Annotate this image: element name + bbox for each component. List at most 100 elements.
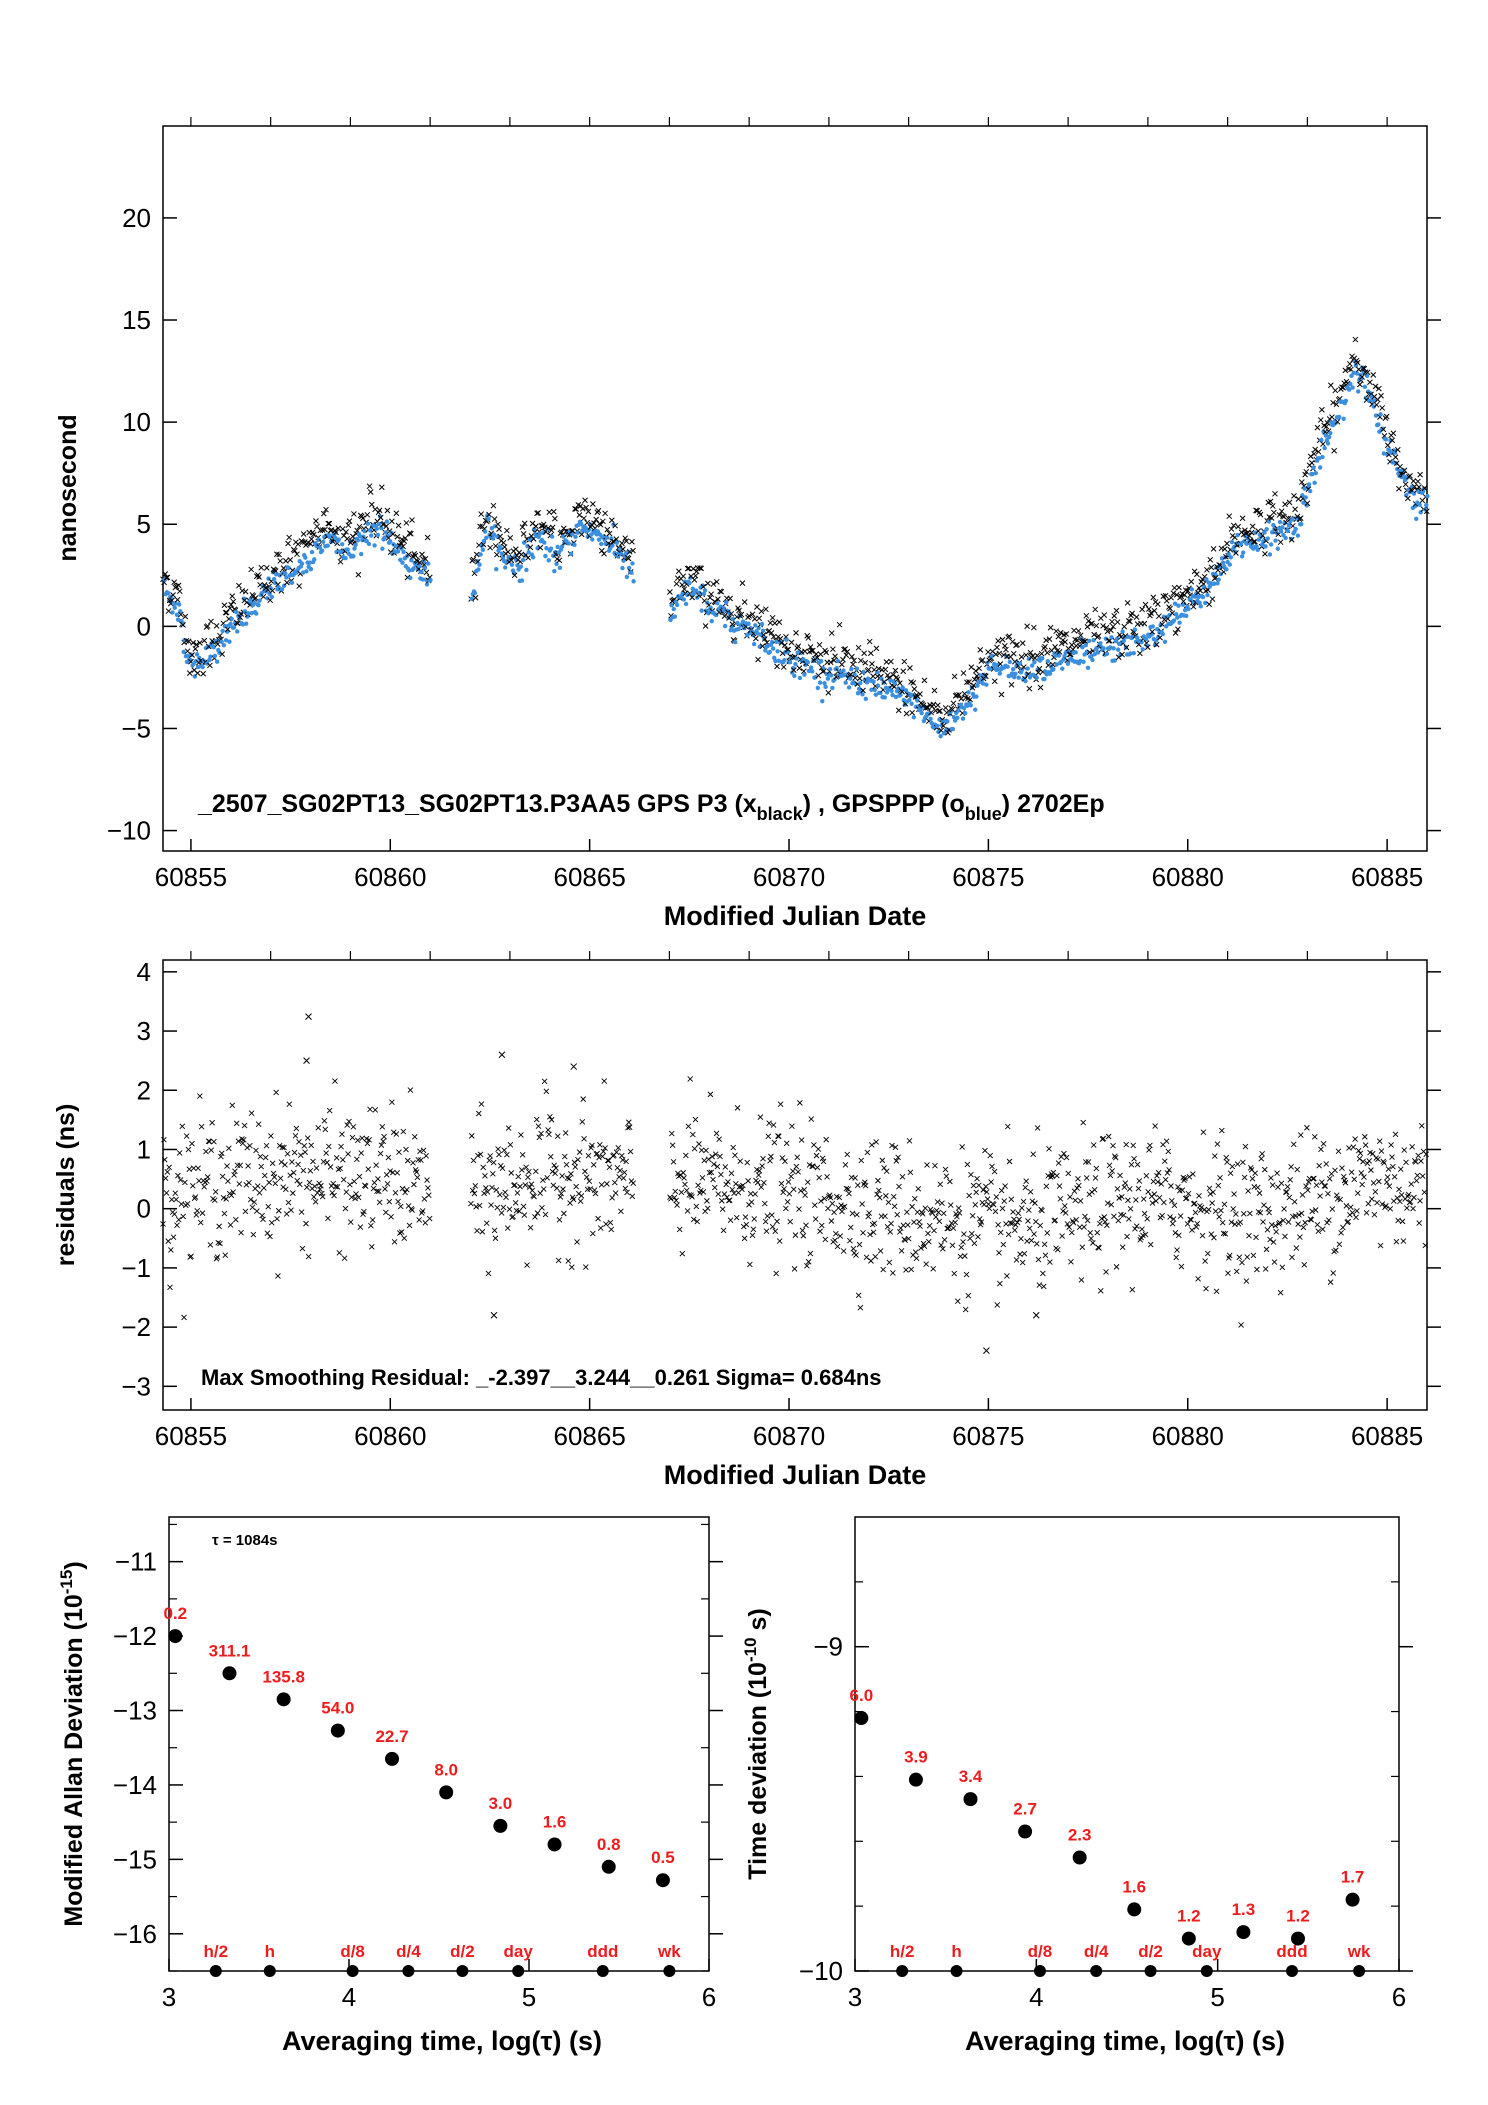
residual-point (539, 1204, 545, 1211)
residual-point (879, 1157, 886, 1164)
residual-point (1122, 1180, 1129, 1186)
tdev-point-label: 1.2 (1177, 1907, 1201, 1926)
ts-xtick-label: 60870 (753, 862, 825, 892)
gpsppp-point (919, 710, 924, 716)
gpsppp-point (408, 575, 413, 581)
time-series-xlabel: Modified Julian Date (664, 901, 927, 931)
ts-xtick-label: 60855 (155, 862, 227, 892)
gps-p3-point (525, 554, 531, 561)
gpsppp-point (1371, 404, 1377, 409)
gpsppp-point (1104, 651, 1110, 657)
gpsppp-point (214, 659, 220, 664)
residual-point (1265, 1206, 1272, 1212)
mdev-point (655, 1873, 670, 1888)
gps-p3-point (1075, 628, 1082, 634)
gps-p3-point (827, 659, 834, 666)
residual-point (1299, 1192, 1306, 1198)
gpsppp-point (1373, 413, 1379, 418)
gps-p3-point (613, 536, 620, 543)
gps-p3-point (1272, 490, 1278, 497)
residual-point (1244, 1254, 1251, 1260)
residual-point (362, 1183, 369, 1189)
gps-p3-point (1123, 644, 1130, 651)
residual-point (396, 1149, 402, 1155)
gps-p3-point (681, 586, 688, 592)
gpsppp-point (1186, 606, 1191, 612)
gpsppp-point (208, 654, 213, 659)
gps-p3-point (994, 644, 1000, 651)
gpsppp-point (1232, 544, 1237, 550)
gps-p3-point (1127, 618, 1133, 625)
residual-point (911, 1195, 918, 1202)
tdev-tau-marker-label: h (951, 1942, 961, 1961)
residual-point (890, 1193, 897, 1200)
gps-p3-point (185, 638, 192, 645)
gps-p3-point (486, 511, 492, 518)
gps-p3-point (317, 527, 324, 534)
gpsppp-point (283, 571, 288, 576)
residual-point (1293, 1245, 1300, 1251)
gpsppp-point (709, 618, 714, 624)
gpsppp-point (303, 555, 308, 560)
gps-p3-point (408, 530, 414, 537)
gpsppp-point (173, 601, 179, 606)
gps-p3-point (1303, 468, 1310, 475)
gps-p3-point (598, 547, 605, 554)
residual-point (540, 1186, 547, 1192)
residual-point (1215, 1182, 1222, 1189)
residual-point (626, 1124, 633, 1131)
residual-point (615, 1145, 622, 1151)
gps-p3-point (196, 640, 203, 646)
residual-point (1037, 1222, 1044, 1229)
gpsppp-point (358, 551, 364, 557)
residual-point (961, 1253, 968, 1259)
gps-p3-point (752, 635, 759, 642)
residual-point (519, 1151, 526, 1158)
residual-point (1023, 1178, 1030, 1184)
residual-point (282, 1186, 289, 1193)
gps-p3-point (556, 557, 563, 564)
gpsppp-point (1177, 620, 1182, 625)
gpsppp-point (817, 680, 823, 685)
gps-p3-point (545, 525, 552, 531)
residual-point (625, 1124, 631, 1131)
residual-point (685, 1123, 692, 1130)
residual-point (304, 1184, 310, 1191)
residual-point (1019, 1259, 1026, 1266)
residual-point (899, 1173, 906, 1180)
gps-p3-point (1330, 399, 1336, 406)
residual-point (692, 1116, 699, 1123)
residual-point (257, 1153, 264, 1160)
residual-point (975, 1182, 982, 1189)
residual-point (1161, 1158, 1168, 1164)
gpsppp-point (519, 578, 525, 583)
gps-p3-point (1383, 413, 1390, 420)
gps-p3-point (707, 594, 713, 601)
residual-point (211, 1197, 218, 1203)
gpsppp-point (1316, 456, 1322, 461)
gps-p3-point (1092, 606, 1099, 613)
gpsppp-point (889, 688, 894, 693)
residual-point (565, 1258, 572, 1264)
gpsppp-point (1349, 373, 1354, 379)
residual-point (800, 1232, 807, 1239)
gpsppp-point (1083, 642, 1088, 648)
gpsppp-point (204, 661, 210, 666)
residual-point (995, 1221, 1001, 1228)
residual-point (575, 1156, 581, 1163)
residual-point (1004, 1273, 1010, 1279)
gpsppp-point (1226, 551, 1231, 557)
residual-point (215, 1239, 222, 1246)
gpsppp-point (869, 687, 874, 692)
residual-point (992, 1208, 999, 1215)
gpsppp-point (984, 682, 989, 687)
gpsppp-point (1062, 654, 1067, 659)
residual-point (1370, 1180, 1377, 1186)
gps-p3-point (982, 673, 989, 680)
residual-point (1365, 1200, 1372, 1207)
gpsppp-point (829, 673, 834, 678)
tdev-point (1127, 1902, 1142, 1917)
gps-p3-point (1026, 685, 1033, 692)
residual-point (678, 1189, 685, 1196)
